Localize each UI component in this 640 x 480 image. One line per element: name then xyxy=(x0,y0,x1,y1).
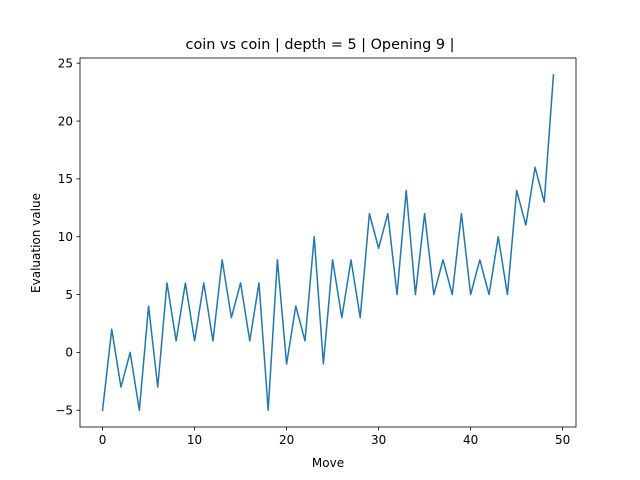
y-tick-label: 25 xyxy=(58,57,73,71)
x-tick-label: 40 xyxy=(463,433,478,447)
x-tick-label: 20 xyxy=(279,433,294,447)
y-tick-label: 15 xyxy=(58,172,73,186)
x-tick-label: 10 xyxy=(187,433,202,447)
x-tick-label: 50 xyxy=(555,433,570,447)
plot-area: 0 10 20 30 40 50 −5 0 5 10 15 20 25 xyxy=(55,57,577,447)
x-tick-label: 0 xyxy=(99,433,107,447)
y-tick-label: 5 xyxy=(65,288,73,302)
axes-frame xyxy=(79,57,577,428)
y-axis-label: Evaluation value xyxy=(29,193,43,293)
y-tick-label: 0 xyxy=(65,346,73,360)
x-tick-label: 30 xyxy=(371,433,386,447)
y-tick-label: −5 xyxy=(55,404,73,418)
series-line-0 xyxy=(101,73,555,412)
y-tick-label: 20 xyxy=(58,114,73,128)
y-tick-label: 10 xyxy=(58,230,73,244)
chart-title: coin vs coin | depth = 5 | Opening 9 | xyxy=(186,37,455,53)
x-axis-label: Move xyxy=(312,456,344,470)
